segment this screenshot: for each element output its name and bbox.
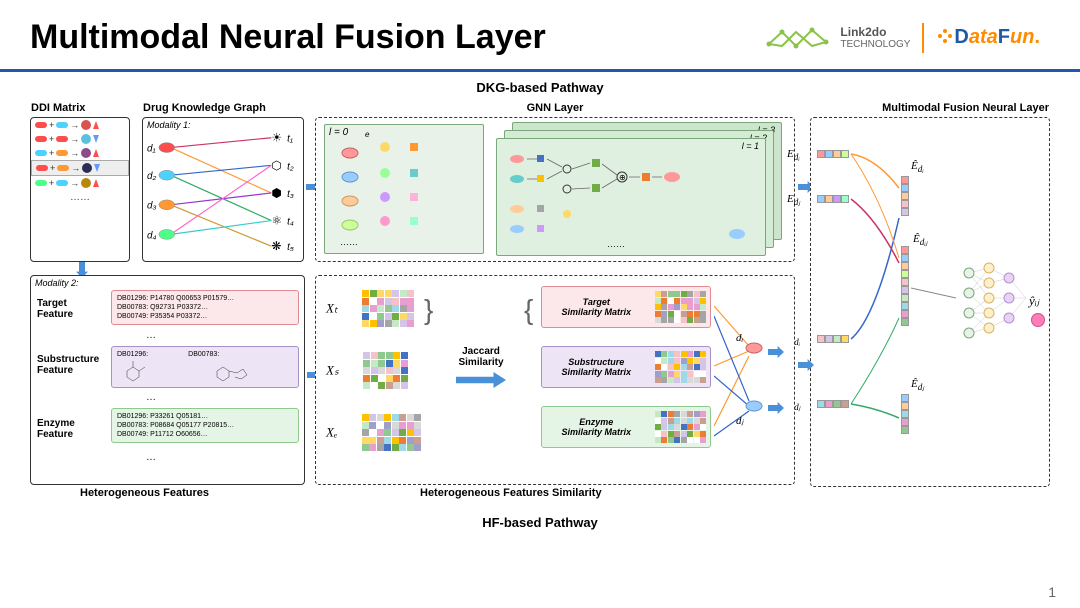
xe-matrix: Xₑ — [326, 414, 421, 451]
output-node — [1031, 313, 1045, 327]
link2do-sub: TECHNOLOGY — [840, 39, 910, 50]
gnn-box: GNN Layer l = 0 e …… l = 3 l — [315, 117, 795, 262]
yhat-label: ŷᵢⱼ — [1029, 293, 1039, 309]
hedi-embed — [901, 176, 909, 216]
svg-text:⬢: ⬢ — [271, 186, 281, 200]
jaccard-arrow-icon — [456, 372, 506, 388]
hedij-label: Êdᵢⱼ — [913, 233, 927, 248]
neural-network-icon — [961, 258, 1031, 348]
sub-sim-box: Substructure Similarity Matrix — [541, 346, 711, 388]
hfs-sublabel: Heterogeneous Features Similarity — [420, 487, 602, 499]
svg-text:……: …… — [340, 237, 358, 247]
sim-output-lines — [714, 286, 794, 466]
edip-embed — [817, 335, 849, 343]
fusion-box: Multimodal Fusion Neural Layer Edᵢ Edⱼ E… — [810, 117, 1050, 487]
link2do-icon — [764, 24, 834, 52]
datafun-icon — [936, 27, 954, 45]
dkg-title: Drug Knowledge Graph — [143, 102, 266, 114]
jaccard-label: Jaccard Similarity — [456, 346, 506, 392]
logo-divider — [922, 23, 924, 53]
svg-text:d₂: d₂ — [147, 171, 156, 182]
di-label: dᵢ — [736, 332, 743, 344]
dj-label: dⱼ — [736, 414, 743, 427]
ddi-dots: …… — [31, 190, 129, 203]
edi-label: Edᵢ — [787, 148, 800, 162]
hf-sublabel: Heterogeneous Features — [80, 487, 209, 499]
svg-text:⚛: ⚛ — [271, 214, 282, 228]
enz-feat-label: Enzyme Feature — [37, 418, 75, 440]
svg-text:❋: ❋ — [271, 239, 281, 253]
edi-embed — [817, 150, 849, 158]
svg-text:d₃: d₃ — [147, 201, 156, 212]
hedi-label: Êdᵢ — [911, 160, 924, 174]
gnn-stack: l = 3 l = 2 l = 1 ⊕ — [496, 122, 786, 256]
sub-feat-label: Substructure Feature — [37, 354, 99, 376]
svg-text:d₄: d₄ — [147, 230, 156, 241]
svg-text:⬡: ⬡ — [271, 158, 281, 172]
knowledge-graph-icon: d₁ d₂ d₃ d₄ ☀ t₁ ⬡ t₂ ⬢ t₃ ⚛ t₄ ❋ t₅ — [143, 118, 303, 261]
target-feat-box: DB01296: P14780 Q00653 P01579…DB00783: Q… — [111, 290, 299, 325]
gnn-panel-l0: l = 0 e …… — [324, 124, 484, 254]
hf-box: Modality 2: Target Feature DB01296: P147… — [30, 275, 305, 485]
hedij-embed — [901, 246, 909, 326]
dkg-box: Drug Knowledge Graph Modality 1: d₁d₂d₃d… — [142, 117, 304, 262]
fusion-title: Multimodal Fusion Neural Layer — [882, 102, 1049, 114]
hedj-embed — [901, 394, 909, 434]
sub-feat-box: DB01296:DB00783: — [111, 346, 299, 388]
svg-text:e: e — [365, 130, 370, 139]
edjp-embed — [817, 400, 849, 408]
svg-text:t₁: t₁ — [287, 134, 293, 145]
logo-bar: Link2do TECHNOLOGY DataFun. — [764, 23, 1040, 53]
target-feat-label: Target Feature — [37, 298, 73, 320]
svg-text:t₅: t₅ — [287, 242, 294, 253]
datafun-logo: DataFun. — [936, 26, 1040, 49]
edj-label: Edⱼ — [787, 193, 800, 208]
gnn-title: GNN Layer — [527, 102, 584, 114]
svg-text:d₁: d₁ — [147, 144, 156, 155]
edj-embed — [817, 195, 849, 203]
ddi-matrix-box: DDI Matrix +→+→+→+→+→ …… — [30, 117, 130, 262]
link2do-logo: Link2do TECHNOLOGY — [764, 24, 910, 52]
page-title: Multimodal Neural Fusion Layer — [30, 18, 546, 57]
ddi-title: DDI Matrix — [31, 102, 85, 114]
enz-feat-box: DB01296: P33261 Q05181…DB00783: P08684 Q… — [111, 408, 299, 443]
svg-text:t₄: t₄ — [287, 217, 294, 228]
matfeat-box: Xₜ Xₛ Xₑ } Jaccard Similarity { Target S… — [315, 275, 795, 485]
page-number: 1 — [1048, 584, 1056, 600]
gnn-computation-graph: ⊕ …… — [497, 139, 767, 257]
xs-matrix: Xₛ — [326, 352, 408, 389]
xt-matrix: Xₜ — [326, 290, 414, 327]
hedj-label: Êdⱼ — [911, 378, 924, 393]
svg-text:……: …… — [607, 239, 625, 249]
link2do-brand: Link2do — [840, 25, 910, 39]
svg-text:⊕: ⊕ — [619, 173, 626, 182]
gnn-l0-graph: e …… — [325, 125, 485, 255]
svg-text:t₃: t₃ — [287, 189, 294, 200]
target-sim-box: Target Similarity Matrix — [541, 286, 711, 328]
modality-2-label: Modality 2: — [35, 278, 79, 288]
header-rule — [0, 69, 1080, 72]
svg-text:☀: ☀ — [271, 131, 282, 145]
dkg-pathway-label: DKG-based Pathway — [30, 80, 1050, 95]
svg-text:t₂: t₂ — [287, 161, 294, 172]
architecture-diagram: DDI Matrix +→+→+→+→+→ …… Drug Knowledge … — [30, 99, 1050, 519]
gnn-level-0: l = 0 — [329, 127, 348, 138]
enz-sim-box: Enzyme Similarity Matrix — [541, 406, 711, 448]
